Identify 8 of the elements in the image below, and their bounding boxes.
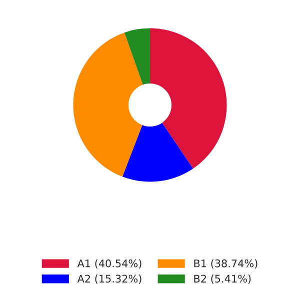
donut-slice <box>122 122 194 182</box>
donut-slice <box>73 32 143 177</box>
legend-label: B2 (5.41%) <box>194 274 251 284</box>
legend-label: A2 (15.32%) <box>77 274 142 284</box>
donut-slice <box>124 28 150 85</box>
legend-label: B1 (38.74%) <box>194 259 258 269</box>
legend-label: A1 (40.54%) <box>77 259 142 269</box>
donut-slice <box>150 28 227 169</box>
